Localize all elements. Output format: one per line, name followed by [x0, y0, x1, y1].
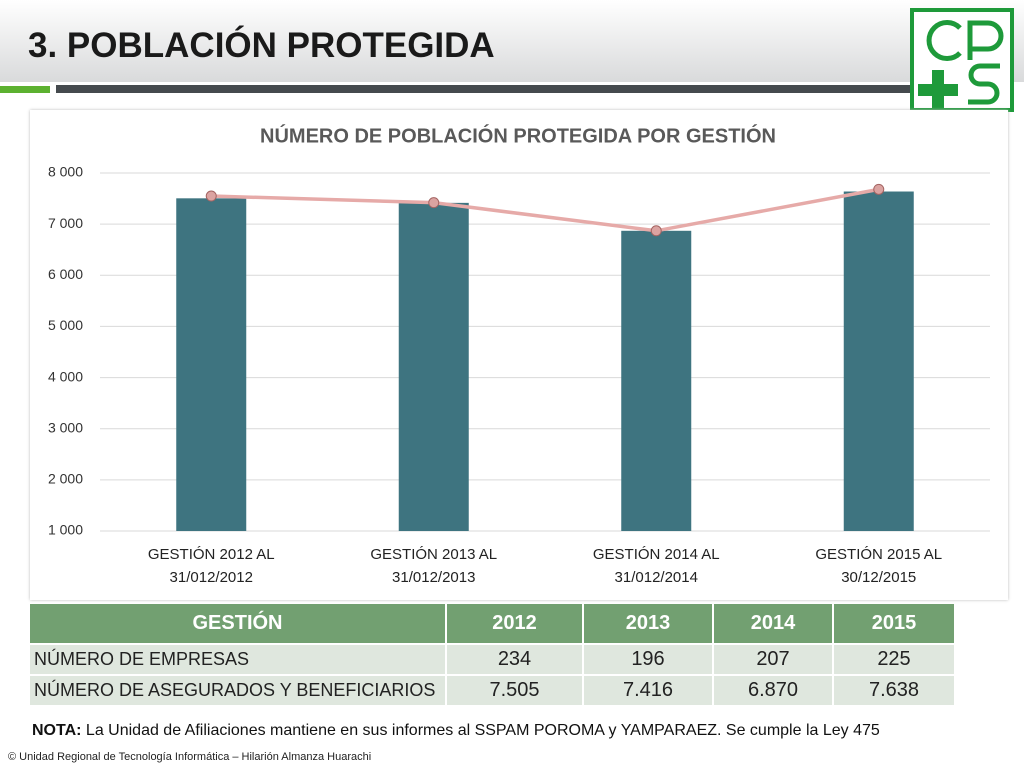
y-tick-label: 2 000	[48, 471, 83, 487]
header-row: GESTIÓN 2012 2013 2014 2015	[30, 604, 954, 643]
table-cell: 234	[447, 645, 582, 674]
slide-title: 3. POBLACIÓN PROTEGIDA	[28, 26, 495, 65]
header-cell: 2013	[584, 604, 712, 643]
y-tick-label: 1 000	[48, 522, 83, 538]
bar	[621, 230, 692, 531]
header-cell: 2014	[714, 604, 832, 643]
bar	[176, 198, 247, 531]
table-cell: 7.505	[447, 676, 582, 705]
x-tick-label: GESTIÓN 2015 AL 30/12/2015	[815, 546, 943, 586]
chart: NÚMERO DE POBLACIÓN PROTEGIDA POR GESTIÓ…	[48, 123, 990, 538]
table-cell: 6.870	[714, 676, 832, 705]
table-cell: NÚMERO DE EMPRESAS	[30, 645, 445, 674]
y-tick-label: 5 000	[48, 317, 83, 333]
bar	[843, 191, 914, 531]
footer: © Unidad Regional de Tecnología Informát…	[8, 751, 372, 763]
table-cell: 7.416	[584, 676, 712, 705]
header-cell: 2015	[834, 604, 954, 643]
data-table: GESTIÓN 2012 2013 2014 2015 NÚMERO DE EMPRESA…	[28, 602, 956, 707]
header-cell: 2012	[447, 604, 582, 643]
line-marker	[650, 225, 662, 237]
y-tick-label: 6 000	[48, 266, 83, 282]
chart-panel: NÚMERO DE POBLACIÓN PROTEGIDA POR GESTIÓ…	[30, 110, 1008, 600]
header-cell: GESTIÓN	[30, 604, 445, 643]
line-marker	[873, 183, 885, 195]
logo	[910, 8, 1014, 112]
line	[211, 187, 880, 233]
table-cell: 7.638	[834, 676, 954, 705]
table-row: NÚMERO DE EMPRESAS 234 196 207 225	[30, 645, 954, 674]
x-tick-label: GESTIÓN 2013 AL 31/012/2013	[370, 546, 498, 586]
y-tick-label: 8 000	[48, 164, 83, 180]
chart-title: NÚMERO DE POBLACIÓN PROTEGIDA POR GESTIÓ…	[260, 123, 776, 147]
accent-bar	[0, 86, 50, 93]
line-marker	[428, 197, 440, 209]
table-cell: 196	[584, 645, 712, 674]
x-tick-label: GESTIÓN 2012 AL 31/012/2012	[147, 546, 275, 586]
header-band	[0, 0, 1024, 82]
table-cell: NÚMERO DE ASEGURADOS Y BENEFICIARIOS	[30, 676, 445, 705]
y-tick-label: 7 000	[48, 215, 83, 231]
table-row: NÚMERO DE ASEGURADOS Y BENEFICIARIOS 7.50…	[30, 676, 954, 705]
x-tick-label: GESTIÓN 2014 AL 31/012/2014	[592, 546, 720, 586]
line-marker	[205, 190, 217, 202]
table-cell: 225	[834, 645, 954, 674]
header-rule	[56, 85, 1011, 93]
note-label: NOTA:	[32, 722, 82, 739]
bar	[398, 202, 469, 531]
table-cell: 207	[714, 645, 832, 674]
y-tick-label: 4 000	[48, 368, 83, 384]
note-text: La Unidad de Afiliaciones mantiene en su…	[81, 722, 880, 739]
y-tick-label: 3 000	[48, 419, 83, 435]
note: NOTA: La Unidad de Afiliaciones mantiene…	[32, 722, 880, 740]
